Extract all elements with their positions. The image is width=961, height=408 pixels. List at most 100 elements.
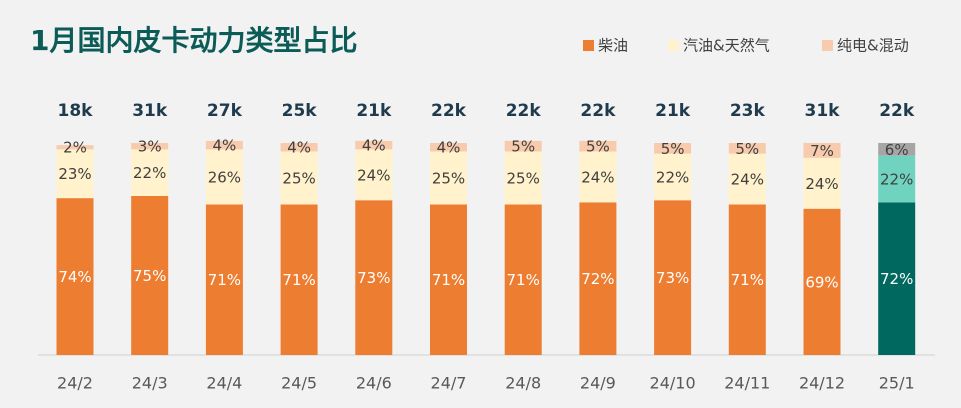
- value-label: 23%: [58, 165, 91, 183]
- value-label: 74%: [58, 268, 91, 286]
- value-label: 4%: [437, 139, 461, 157]
- value-label: 5%: [586, 138, 610, 156]
- value-label: 4%: [287, 139, 311, 157]
- value-label: 72%: [581, 270, 614, 288]
- total-label: 22k: [431, 101, 467, 121]
- total-label: 27k: [207, 101, 243, 121]
- bar-segment: [430, 151, 467, 205]
- value-label: 73%: [656, 269, 689, 287]
- total-label: 25k: [282, 101, 318, 121]
- bar-segment: [803, 143, 841, 158]
- total-label: 31k: [805, 101, 841, 121]
- bar-segment: [803, 208, 841, 355]
- bar-segment: [280, 151, 318, 205]
- total-label: 22k: [879, 101, 915, 121]
- total-label: 21k: [655, 101, 691, 121]
- value-label: 24%: [581, 168, 614, 186]
- value-label: 24%: [357, 166, 390, 184]
- value-label: 24%: [731, 171, 764, 189]
- bar-segment: [728, 153, 766, 205]
- bar-segment: [205, 140, 243, 150]
- value-label: 25%: [507, 169, 540, 187]
- value-label: 71%: [507, 271, 540, 289]
- bar-segment: [131, 149, 169, 196]
- bar-segment: [654, 143, 692, 154]
- bar-segment: [205, 149, 243, 205]
- legend-label: 汽油&天然气: [683, 37, 770, 55]
- bar-segment: [205, 204, 243, 355]
- value-label: 4%: [213, 137, 237, 155]
- value-label: 75%: [133, 267, 166, 285]
- bar-segment: [355, 200, 393, 355]
- total-label: 21k: [356, 101, 392, 121]
- value-label: 7%: [810, 142, 834, 160]
- x-tick-label: 24/7: [431, 374, 467, 393]
- bar-segment: [579, 202, 617, 355]
- bar-segment: [803, 157, 841, 209]
- bar-segment: [355, 140, 393, 150]
- x-tick-label: 24/10: [650, 374, 696, 393]
- value-label: 5%: [735, 140, 759, 158]
- chart-title: 1月国内皮卡动力类型占比: [30, 24, 357, 57]
- value-label: 71%: [731, 271, 764, 289]
- bar-segment: [654, 153, 692, 201]
- value-label: 22%: [656, 168, 689, 186]
- bar-segment: [56, 198, 94, 355]
- bar-segment: [504, 140, 542, 152]
- x-tick-label: 24/2: [57, 374, 93, 393]
- x-tick-label: 24/9: [580, 374, 616, 393]
- bar-segment: [504, 151, 542, 205]
- x-tick-label: 24/8: [505, 374, 541, 393]
- legend-swatch: [668, 40, 679, 51]
- value-label: 24%: [805, 175, 838, 193]
- legend-swatch: [822, 40, 833, 51]
- total-label: 31k: [132, 101, 168, 121]
- x-tick-label: 24/3: [132, 374, 168, 393]
- legend-label: 柴油: [598, 37, 628, 55]
- total-label: 18k: [58, 101, 94, 121]
- value-label: 72%: [880, 270, 913, 288]
- bar-segment: [878, 155, 916, 203]
- total-label: 22k: [580, 101, 616, 121]
- bar-segment: [430, 204, 467, 355]
- value-label: 22%: [133, 164, 166, 182]
- x-tick-label: 24/12: [799, 374, 845, 393]
- value-label: 25%: [432, 169, 465, 187]
- value-label: 26%: [208, 168, 241, 186]
- value-label: 73%: [357, 269, 390, 287]
- value-label: 3%: [138, 138, 162, 156]
- bar-segment: [878, 202, 916, 355]
- legend-swatch: [583, 40, 594, 51]
- legend-label: 纯电&混动: [837, 37, 909, 55]
- bar-segment: [728, 143, 766, 154]
- bar-segment: [579, 140, 617, 152]
- bar-segment: [131, 196, 169, 355]
- bar-segment: [728, 204, 766, 355]
- value-label: 69%: [805, 273, 838, 291]
- x-tick-label: 25/1: [879, 374, 915, 393]
- x-tick-label: 24/4: [206, 374, 242, 393]
- bar-segment: [280, 204, 318, 355]
- bar-segment: [56, 145, 94, 150]
- value-label: 4%: [362, 137, 386, 155]
- bar-segment: [878, 143, 916, 156]
- value-label: 25%: [282, 169, 315, 187]
- value-label: 71%: [432, 271, 465, 289]
- bar-segment: [430, 143, 467, 152]
- value-label: 71%: [282, 271, 315, 289]
- bar-segment: [280, 143, 318, 152]
- value-label: 5%: [661, 140, 685, 158]
- x-tick-label: 24/6: [356, 374, 392, 393]
- bar-segment: [56, 149, 94, 199]
- total-label: 23k: [730, 101, 766, 121]
- value-label: 71%: [208, 271, 241, 289]
- value-label: 22%: [880, 171, 913, 189]
- bar-segment: [654, 200, 692, 355]
- total-label: 22k: [506, 101, 542, 121]
- x-tick-label: 24/5: [281, 374, 317, 393]
- value-label: 5%: [511, 138, 535, 156]
- bar-segment: [504, 204, 542, 355]
- bar-segment: [579, 151, 617, 203]
- bar-segment: [131, 143, 169, 150]
